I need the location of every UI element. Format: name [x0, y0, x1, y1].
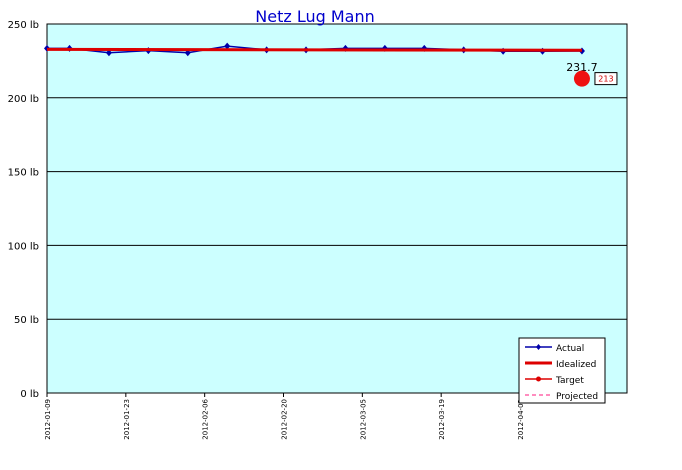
x-tick-label: 2012-01-09: [44, 399, 52, 440]
legend: Actual Idealized Target Projected: [518, 337, 606, 404]
target-label: 213: [598, 75, 613, 84]
target-marker: [573, 70, 590, 87]
last-value-label: 231.7: [566, 61, 598, 74]
x-tick-label: 2012-04-02: [517, 399, 525, 440]
y-tick-label: 50 lb: [14, 315, 39, 326]
plot-area: [46, 23, 628, 394]
legend-label: Projected: [556, 392, 598, 402]
series-layer: [44, 42, 585, 57]
x-axis: 2012-01-09 2012-01-23 2012-02-06 2012-02-20…: [44, 393, 525, 440]
y-tick-label: 200 lb: [8, 94, 39, 105]
y-tick-label: 250 lb: [8, 20, 39, 31]
target-label-box: [594, 72, 618, 86]
series-idealized-line: [46, 47, 583, 52]
chart-title: Netz Lug Mann: [255, 7, 375, 26]
legend-box: [518, 337, 606, 404]
legend-label: Actual: [556, 344, 584, 354]
y-axis: 0 lb 50 lb 100 lb 150 lb 200 lb 250 lb: [8, 20, 39, 400]
x-tick-label: 2012-01-23: [123, 399, 131, 440]
legend-marker: [536, 344, 541, 350]
y-tick-label: 100 lb: [8, 241, 39, 252]
legend-label: Target: [555, 376, 584, 386]
legend-label: Idealized: [556, 360, 596, 370]
x-tick-label: 2012-02-06: [202, 398, 210, 439]
y-tick-label: 0 lb: [20, 389, 39, 400]
actual-point: [105, 49, 112, 57]
y-tick-label: 150 lb: [8, 168, 39, 179]
x-tick-label: 2012-03-19: [438, 399, 446, 440]
actual-point: [224, 42, 231, 50]
legend-marker: [536, 376, 541, 382]
x-tick-label: 2012-03-05: [359, 399, 367, 440]
x-tick-label: 2012-02-20: [281, 399, 289, 440]
